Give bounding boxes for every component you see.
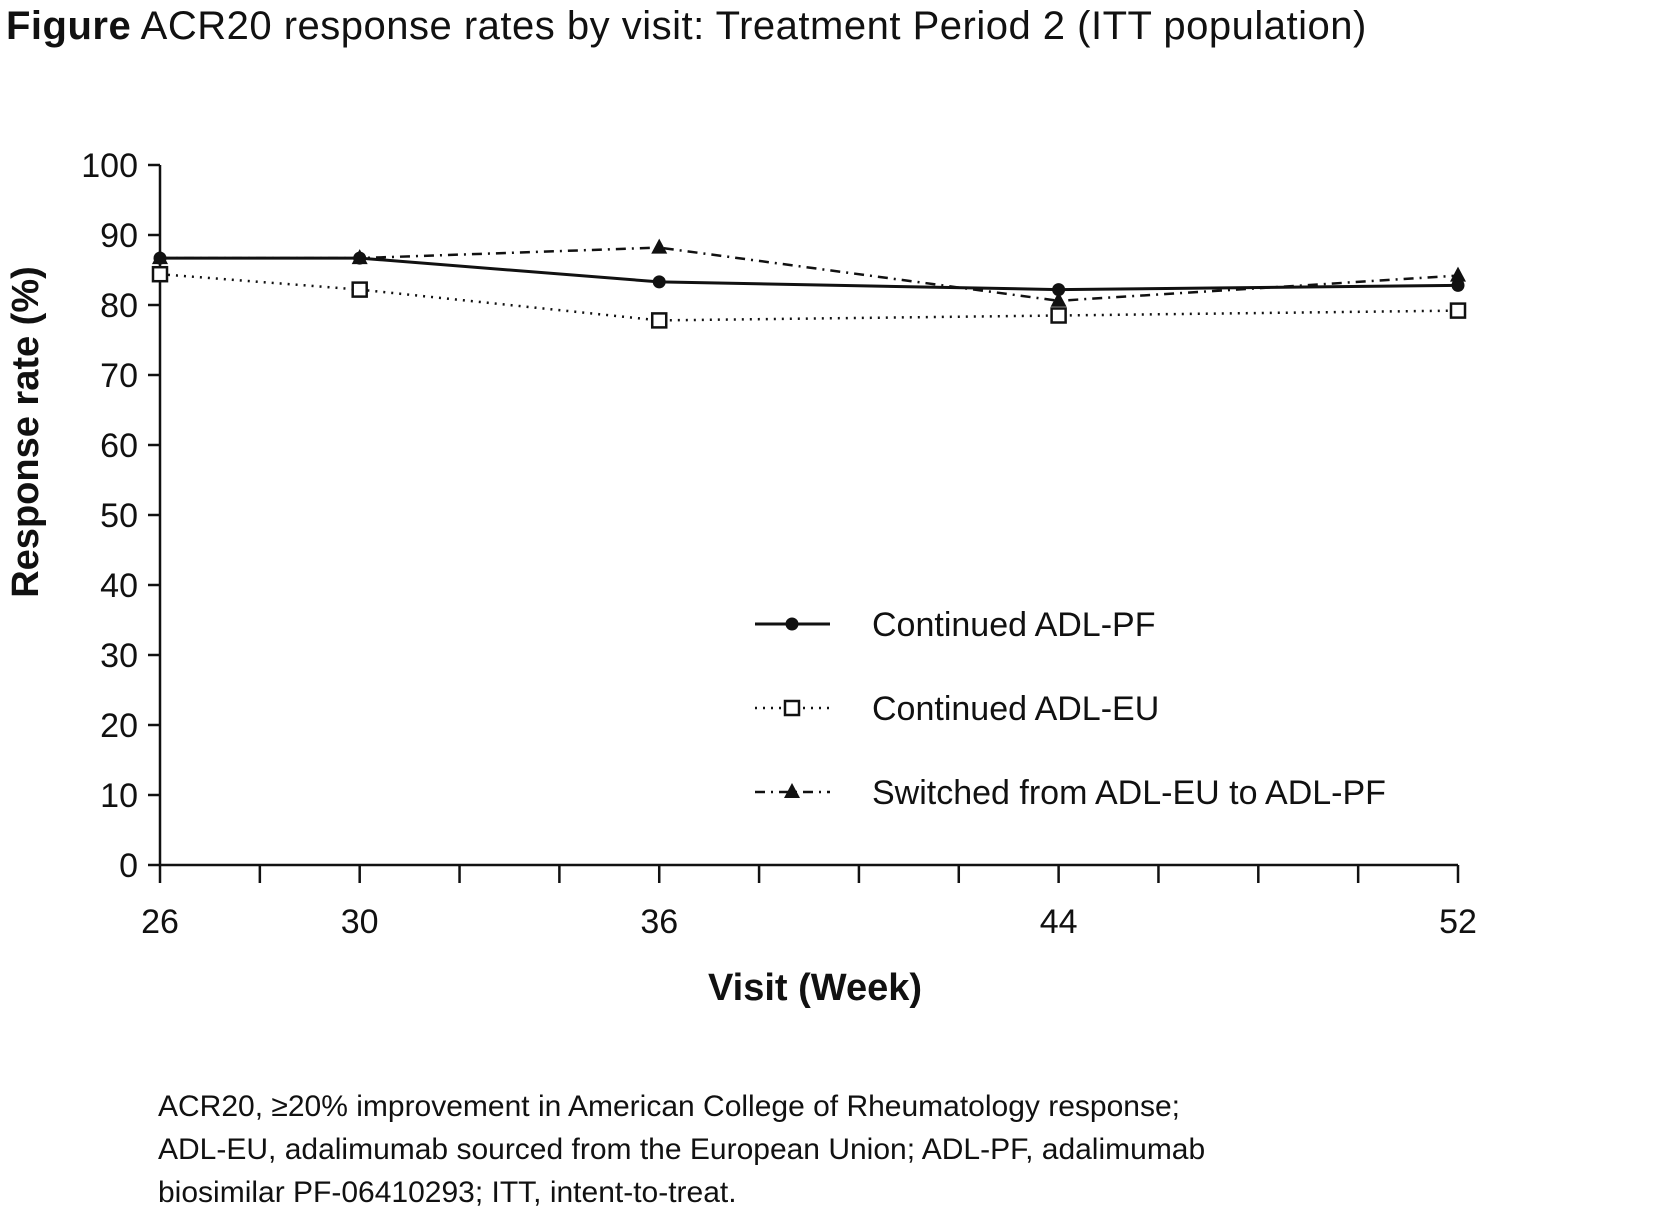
series-line <box>159 272 1459 322</box>
y-tick-label: 80 <box>100 287 138 325</box>
legend-item-3: Switched from ADL-EU to ADL-PF <box>755 774 1386 812</box>
axes: 0 10 20 30 40 50 60 70 80 90 100 26 30 36 44 52 <box>81 147 1477 941</box>
legend: Continued ADL-PF Continued ADL-EU Switched… <box>755 606 1386 812</box>
series-2 <box>151 265 1467 329</box>
legend-marker <box>785 617 799 631</box>
data-point <box>1050 307 1067 324</box>
legend-label: Continued ADL-PF <box>872 606 1156 644</box>
data-point <box>651 238 668 254</box>
data-point <box>1050 291 1067 307</box>
footnote: ACR20, ≥20% improvement in American Coll… <box>158 1090 1206 1209</box>
x-tick-label: 36 <box>640 903 678 941</box>
series-1 <box>153 251 1465 297</box>
y-tick-label: 60 <box>100 427 138 465</box>
legend-item-1: Continued ADL-PF <box>755 606 1156 644</box>
y-tick-label: 50 <box>100 497 138 535</box>
legend-marker <box>783 699 801 717</box>
y-tick-label: 0 <box>119 847 138 885</box>
figure-title-text: ACR20 response rates by visit: Treatment… <box>140 4 1367 48</box>
legend-label: Switched from ADL-EU to ADL-PF <box>872 774 1386 812</box>
series-layer <box>151 238 1467 329</box>
y-tick-label: 20 <box>100 707 138 745</box>
y-tick-label: 30 <box>100 637 138 675</box>
figure-title: Figure ACR20 response rates by visit: Tr… <box>6 0 1367 52</box>
legend-label: Continued ADL-EU <box>872 690 1159 728</box>
x-tick-label: 26 <box>141 903 179 941</box>
x-axis-label: Visit (Week) <box>708 967 922 1009</box>
data-point <box>652 275 666 289</box>
x-tick-label: 30 <box>341 903 379 941</box>
y-tick-label: 40 <box>100 567 138 605</box>
legend-item-2: Continued ADL-EU <box>755 690 1159 728</box>
series-3 <box>152 238 1466 307</box>
data-point <box>1450 266 1466 282</box>
series-line <box>160 246 1459 303</box>
data-point <box>151 265 169 283</box>
data-point <box>1449 302 1467 319</box>
y-tick-label: 90 <box>100 217 138 255</box>
y-axis-label: Response rate (%) <box>5 266 47 598</box>
legend-marker <box>784 783 800 798</box>
y-tick-label: 70 <box>100 357 138 395</box>
figure-title-lead: Figure <box>6 4 132 48</box>
data-point <box>351 281 368 298</box>
x-tick-label: 52 <box>1439 903 1477 941</box>
data-point <box>351 249 368 265</box>
x-tick-label: 44 <box>1040 903 1078 941</box>
data-point <box>1451 278 1465 292</box>
y-tick-label: 10 <box>100 777 138 815</box>
y-tick-label: 100 <box>81 147 138 185</box>
data-point <box>1052 283 1066 297</box>
data-point <box>650 312 668 329</box>
data-point <box>152 249 168 265</box>
